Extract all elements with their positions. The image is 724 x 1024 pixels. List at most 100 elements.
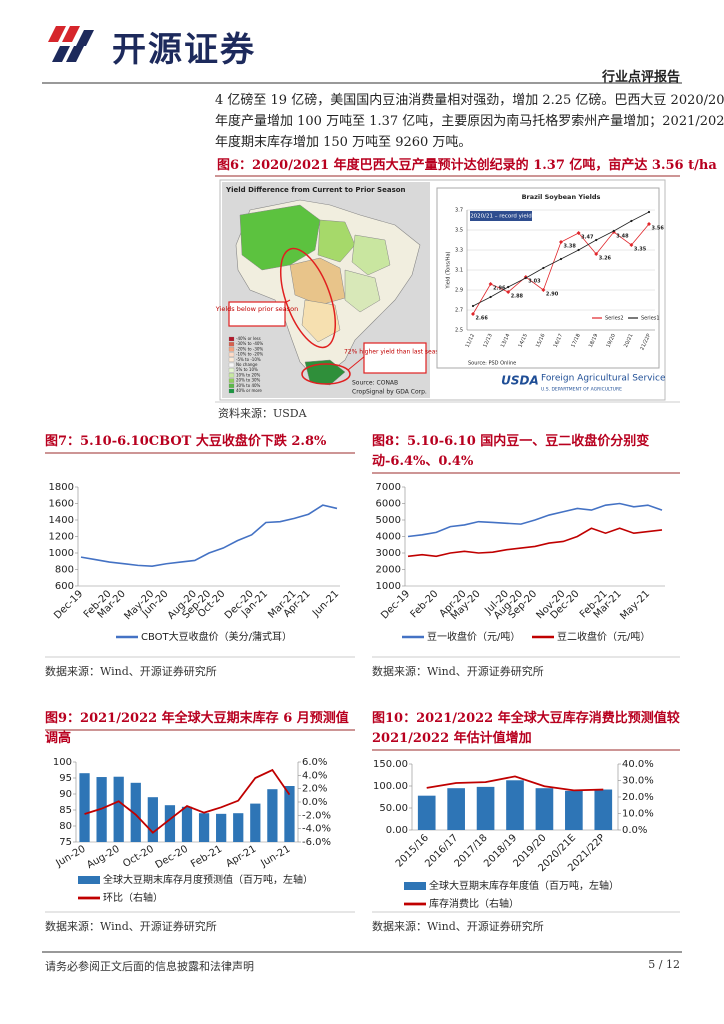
y-tick-label: 75: [59, 837, 72, 848]
x-tick-label: 20/21: [623, 333, 635, 349]
value-label: 2.88: [511, 294, 524, 300]
bar: [216, 813, 227, 842]
x-tick-label: 13/14: [500, 333, 512, 349]
bar: [79, 773, 90, 842]
x-tick-label: 15/16: [535, 333, 547, 349]
report-type: 行业点评报告: [601, 70, 680, 85]
y-tick-label: 3.5: [455, 228, 463, 234]
bar: [147, 797, 158, 842]
y-tick-label: 2.5: [455, 328, 463, 334]
x-tick-label: 18/19: [588, 333, 600, 349]
legend-label: No change: [236, 362, 258, 367]
value-label: 3.47: [581, 235, 594, 241]
paragraph-line: 年度期末库存增加 150 万吨至 9260 万吨。: [215, 135, 472, 150]
y2-tick-label: 30.0%: [622, 776, 654, 787]
y2-tick-label: -6.0%: [302, 837, 331, 848]
bar: [476, 786, 495, 830]
x-tick-label: Feb-20: [409, 588, 441, 620]
bar: [164, 805, 176, 842]
legend-swatch: [404, 882, 426, 890]
y-tick-label: 95: [59, 773, 72, 784]
legend-swatch: [228, 368, 235, 373]
series-line: [426, 775, 604, 792]
y2-tick-label: 0.0%: [622, 825, 647, 836]
y-tick-label: 0.00: [386, 825, 408, 836]
point-marker: [507, 285, 510, 289]
paragraph: 4 亿磅至 19 亿磅，美国国内豆油消费量相对强劲，增加 2.25 亿磅。巴西大…: [215, 90, 724, 153]
point-marker: [489, 295, 492, 299]
y-tick-label: 1200: [49, 532, 74, 543]
y-tick-label: 150.00: [373, 759, 408, 770]
x-tick-label: 12/13: [482, 333, 494, 349]
x-tick-label: Oct-20: [121, 844, 156, 870]
legend-swatch: [228, 357, 235, 362]
legend-swatch: [228, 383, 235, 388]
bar: [417, 795, 436, 830]
legend-label: -30% to -40%: [236, 341, 263, 346]
page-number: 5 / 12: [648, 958, 680, 971]
y-tick-label: 1400: [49, 515, 74, 526]
figure-source: 数据来源：Wind、开源证券研究所: [45, 665, 217, 678]
bar: [565, 790, 583, 830]
legend-swatch: [228, 336, 235, 342]
x-tick-label: 16/17: [553, 333, 565, 349]
point-marker: [542, 266, 545, 270]
y-tick-label: 6000: [376, 499, 401, 510]
annotation: 2020/21 – record yield: [470, 214, 532, 220]
series-line: [407, 502, 663, 538]
x-tick-label: May-21: [618, 588, 652, 622]
bar: [506, 780, 524, 830]
point-marker: [647, 210, 651, 214]
bar: [250, 803, 261, 842]
x-tick-label: 17/18: [570, 333, 582, 349]
bar: [130, 782, 141, 842]
point-marker: [506, 290, 511, 294]
legend-swatch: [228, 362, 235, 368]
bar: [594, 789, 613, 830]
legend-label: Series1: [641, 316, 660, 322]
legend-label: 环比（右轴）: [103, 891, 163, 904]
x-tick-label: Apr-21: [224, 844, 258, 870]
legend-label: 豆一收盘价（元/吨）: [427, 630, 520, 643]
y-tick-label: 85: [59, 805, 72, 816]
logo-text: 开源证券: [112, 30, 256, 70]
y-tick-label: 3.1: [455, 268, 463, 274]
y-tick-label: 5000: [376, 515, 401, 526]
value-label: 3.38: [564, 244, 577, 250]
legend-swatch: [228, 373, 235, 378]
legend-label: -10% to -20%: [236, 352, 263, 357]
legend-swatch: [228, 347, 235, 352]
x-tick-label: Aug-20: [85, 844, 122, 871]
map-legend: -40% or less-30% to -40%-20% to -30%-10%…: [228, 336, 263, 394]
legend-label: 5% to 10%: [236, 367, 258, 372]
legend-label: 10% to 20%: [236, 372, 261, 377]
point-marker: [595, 238, 598, 242]
map-source: Source: CONAB: [352, 380, 398, 387]
x-tick-label: Jun-21: [310, 588, 341, 619]
value-label: 2.90: [546, 292, 559, 298]
bar: [233, 813, 244, 842]
y2-tick-label: -4.0%: [302, 824, 331, 835]
map-title: Yield Difference from Current to Prior S…: [225, 186, 406, 194]
legend-swatch: [228, 352, 235, 357]
figure-title: 图10：2021/2022 年全球大豆库存消费比预测值较 2021/2022 年…: [372, 711, 680, 746]
y2-tick-label: 20.0%: [622, 792, 654, 803]
agency-name: Foreign Agricultural Service: [541, 374, 666, 384]
point-marker: [630, 219, 633, 223]
legend-label: 40% or more: [236, 388, 262, 393]
point-marker: [629, 243, 634, 247]
figure-source: 数据来源：Wind、开源证券研究所: [372, 920, 544, 933]
x-tick-label: 19/20: [605, 333, 617, 349]
y-tick-label: 3.3: [455, 248, 463, 254]
y2-tick-label: 6.0%: [302, 757, 327, 768]
bar: [284, 786, 295, 842]
series-line: [84, 768, 291, 834]
y-tick-label: 2.7: [455, 308, 463, 314]
figure-title: 图8：5.10-6.10 国内豆一、豆二收盘价分别变动-6.4%、0.4%: [372, 434, 650, 469]
y-tick-label: 3000: [376, 548, 401, 559]
value-label: 3.03: [528, 279, 541, 285]
map: [222, 182, 430, 398]
series-line: [407, 527, 663, 558]
y2-tick-label: 10.0%: [622, 809, 654, 820]
